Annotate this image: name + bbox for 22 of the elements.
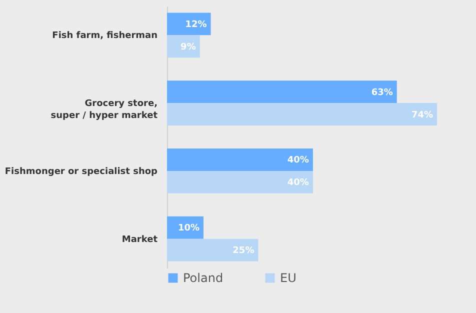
bar [167,35,200,58]
y-tick-label: Grocery store, super / hyper market [50,99,158,122]
data-label: 12% [185,20,207,30]
y-tick-label: Fish farm, fisherman [52,31,158,42]
y-tick-label: Fishmonger or specialist shop [4,166,158,177]
data-label: 63% [371,88,393,98]
data-label: 9% [180,42,196,52]
legend-label: Poland [183,271,224,285]
bar [167,238,258,262]
data-label: 25% [232,246,254,256]
bar [167,216,204,239]
data-label: 40% [287,156,309,166]
bar [167,12,211,36]
y-tick-label: Market [122,234,158,245]
bar [167,103,437,126]
bar [167,148,313,171]
bar [167,170,313,194]
bar [167,80,397,104]
data-label: 74% [411,110,433,120]
legend-label: EU [280,271,296,285]
data-label: 40% [287,178,309,188]
data-label: 10% [178,224,200,234]
